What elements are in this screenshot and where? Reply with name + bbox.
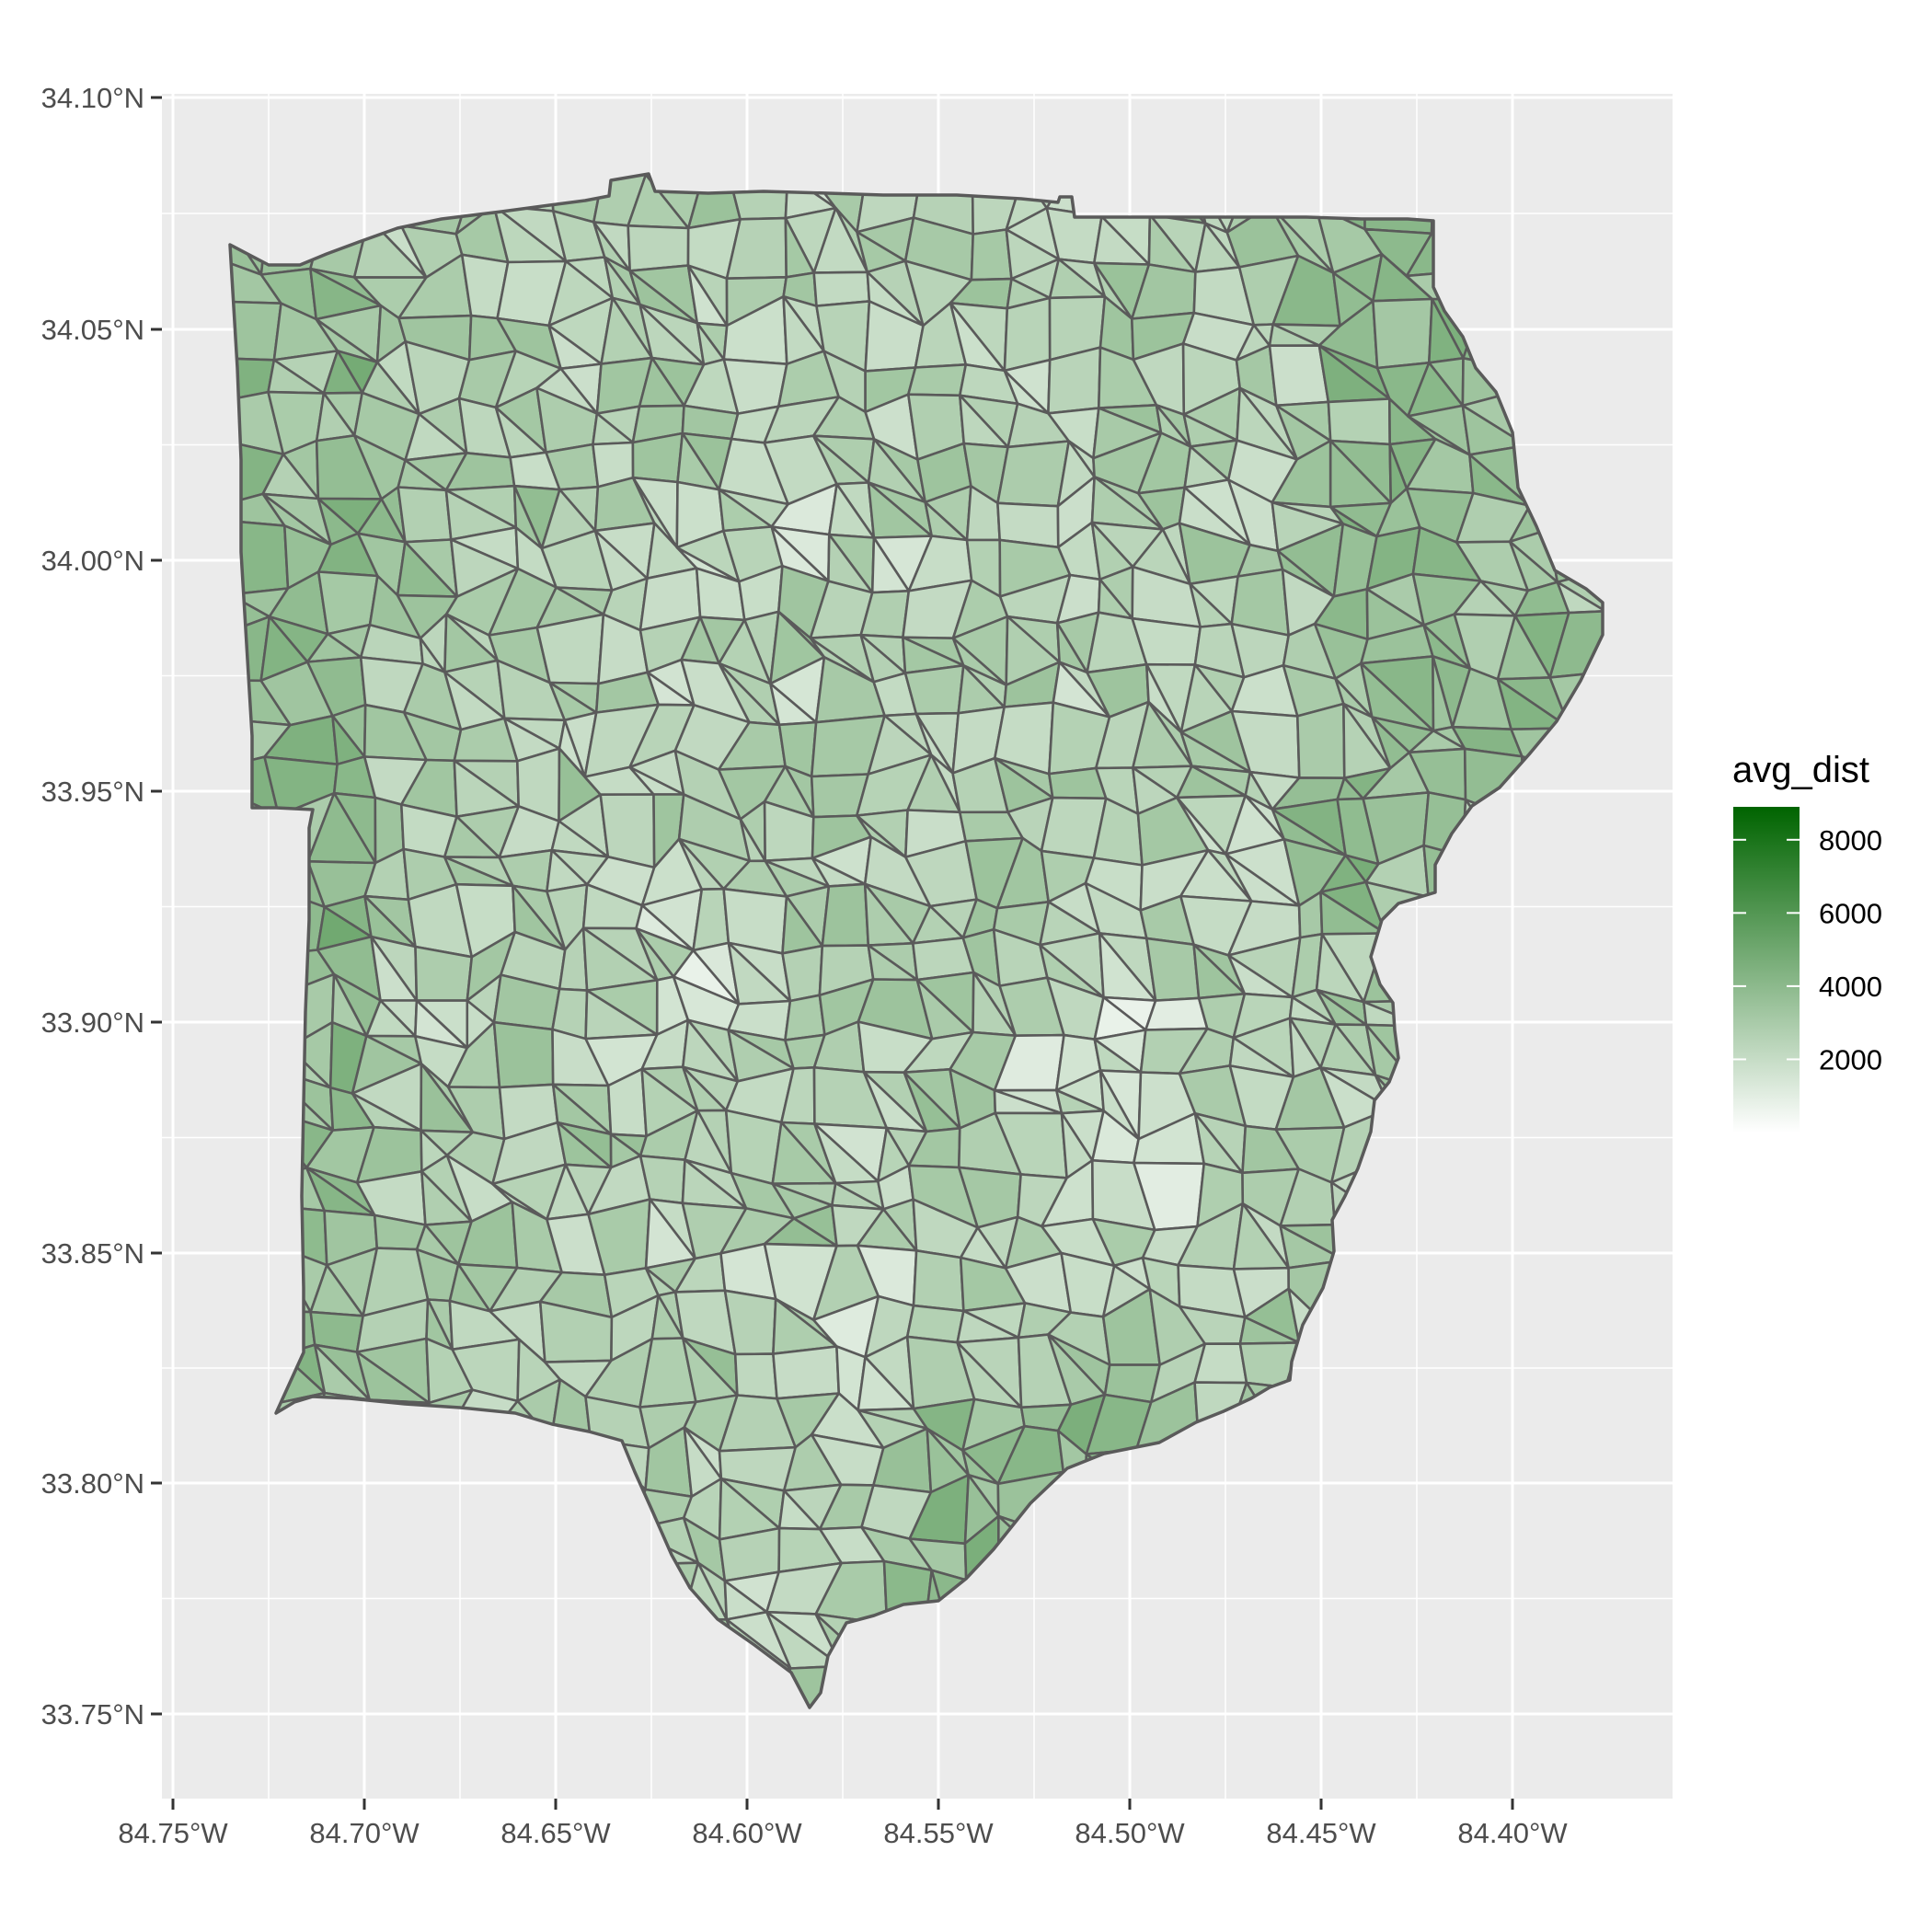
census-tract (1003, 296, 1052, 373)
legend-title: avg_dist (1732, 750, 1869, 790)
census-tract (723, 1289, 777, 1356)
y-tick-label: 34.00°N (41, 545, 144, 577)
y-tick-label: 33.90°N (41, 1006, 144, 1039)
legend-tick-label: 4000 (1819, 971, 1882, 1003)
census-tract (1296, 702, 1346, 780)
x-tick-label: 84.50°W (1075, 1817, 1185, 1849)
census-tract (903, 663, 965, 716)
census-tract (821, 882, 870, 948)
census-tract (631, 431, 684, 484)
legend-ticks: 8000 6000 4000 2000 (1733, 824, 1882, 1075)
census-tract (627, 224, 690, 272)
legend-tick-label: 6000 (1819, 897, 1882, 929)
census-tract (906, 362, 968, 397)
census-tract (1372, 297, 1433, 370)
census-tract (1327, 397, 1391, 446)
census-tract (912, 1249, 965, 1313)
colorbar-legend: avg_dist 8000 6000 4000 2000 (1732, 750, 1882, 1133)
census-tract (535, 613, 605, 685)
x-tick-label: 84.55°W (883, 1817, 994, 1849)
census-tract (492, 1020, 555, 1089)
x-tick-label: 84.70°W (309, 1817, 420, 1849)
y-tick-label: 33.95°N (41, 776, 144, 808)
census-tract (733, 1352, 778, 1400)
census-tract (414, 945, 474, 1002)
census-tract (1193, 1342, 1248, 1385)
y-tick-label: 33.80°N (41, 1467, 144, 1500)
x-tick-label: 84.45°W (1266, 1817, 1376, 1849)
census-tract (1145, 937, 1201, 1002)
census-tract (772, 1345, 841, 1400)
legend-tick-label: 8000 (1819, 824, 1882, 857)
y-tick-label: 33.75°N (41, 1698, 144, 1731)
census-tract (970, 228, 1013, 282)
census-tract (781, 944, 824, 1003)
census-tract (996, 440, 1071, 508)
y-tick-label: 33.85°N (41, 1237, 144, 1270)
legend-colorbar (1733, 807, 1800, 1133)
y-tick-label: 34.10°N (41, 82, 144, 114)
x-tick-label: 84.75°W (118, 1817, 228, 1849)
census-tract (1047, 346, 1102, 415)
census-tract (784, 994, 826, 1041)
y-tick-label: 34.05°N (41, 314, 144, 346)
county-outline (228, 172, 1604, 1709)
y-axis: 34.10°N 34.05°N 34.00°N 33.95°N 33.90°N 33.85… (41, 82, 162, 1731)
legend-tick-label: 2000 (1819, 1043, 1882, 1075)
x-tick-label: 84.65°W (500, 1817, 611, 1849)
x-axis: 84.75°W 84.70°W 84.65°W 84.60°W 84.55°W 84.50… (118, 1799, 1568, 1849)
census-tract (397, 486, 453, 544)
x-tick-label: 84.40°W (1457, 1817, 1568, 1849)
census-tract (1144, 996, 1209, 1031)
x-tick-label: 84.60°W (692, 1817, 802, 1849)
